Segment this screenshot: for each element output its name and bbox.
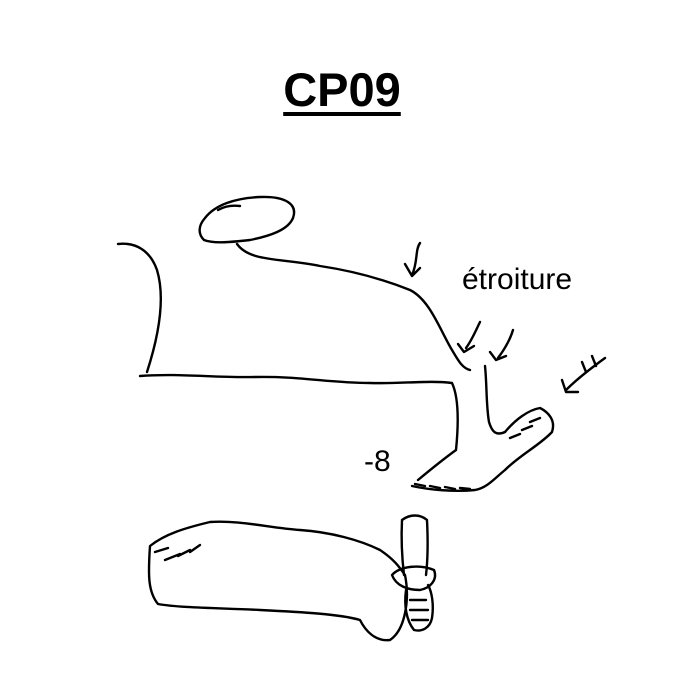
water-flow-arrow-4 [560, 354, 607, 394]
depth-label: -8 [364, 445, 391, 478]
upper-passage-floor [138, 373, 459, 482]
lower-chamber-hatching [153, 543, 202, 562]
boulder-outline [198, 195, 296, 244]
ladder-base [390, 565, 437, 592]
water-flow-arrow-2 [456, 320, 482, 354]
shaft-wall-right [483, 364, 507, 435]
cave-survey-title: CP09 [283, 63, 401, 116]
upper-passage-wall-left [116, 242, 163, 374]
ladder-shaft [400, 514, 429, 577]
lower-branch-floor-hatching [413, 416, 542, 491]
boulder-shading [216, 204, 242, 212]
lower-branch-outline [410, 406, 555, 492]
upper-passage-ceiling [235, 242, 472, 372]
lower-chamber-outline [147, 520, 409, 642]
water-flow-arrow-1 [403, 241, 422, 278]
ladder-rungs [404, 583, 434, 632]
narrowing-label: étroiture [462, 263, 573, 296]
water-flow-arrow-3 [488, 328, 515, 362]
